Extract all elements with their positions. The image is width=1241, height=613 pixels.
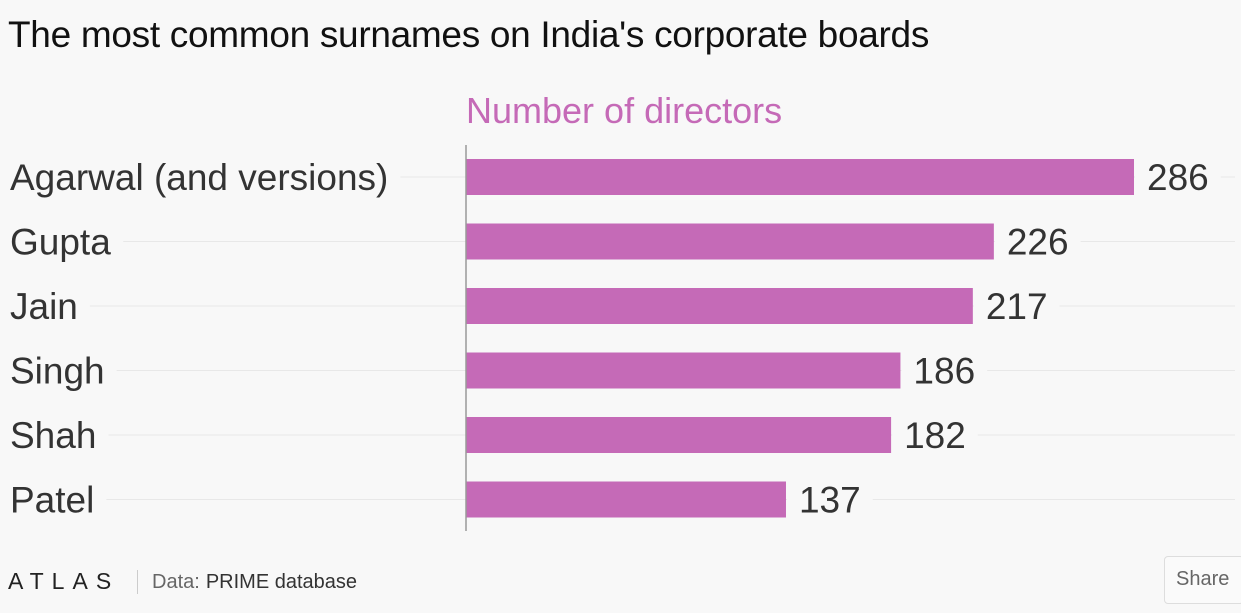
category-label: Jain: [10, 286, 78, 327]
value-label: 226: [1007, 222, 1069, 263]
label-background: [786, 479, 873, 521]
category-label: Patel: [10, 480, 94, 521]
bar: [466, 481, 786, 518]
category-label: Singh: [10, 351, 105, 392]
label-background: [8, 221, 124, 263]
label-background: [973, 286, 1060, 327]
bar: [466, 417, 892, 453]
data-source-value[interactable]: PRIME database: [205, 571, 358, 593]
value-label: 137: [799, 480, 861, 521]
label-background: [8, 350, 117, 392]
label-background: [892, 415, 978, 456]
bar-chart: Number of directors Agarwal (and versions…: [8, 90, 1235, 531]
label-background: [8, 286, 90, 327]
data-source-label: Data:: [152, 571, 200, 593]
label-background: [8, 157, 401, 198]
label-background: [994, 221, 1081, 263]
category-label: Shah: [10, 415, 96, 456]
chart-title: The most common surnames on India's corp…: [8, 14, 930, 55]
value-label: 186: [913, 351, 975, 392]
label-background: [1135, 157, 1221, 198]
bar: [466, 223, 994, 260]
bar: [466, 159, 1134, 195]
bar: [466, 352, 901, 389]
bar: [466, 288, 973, 324]
value-label: 286: [1147, 157, 1209, 198]
value-label: 182: [904, 415, 966, 456]
label-background: [8, 415, 109, 456]
category-label: Gupta: [10, 222, 111, 263]
series-label: Number of directors: [466, 90, 782, 131]
footer-divider: [137, 570, 138, 594]
share-button[interactable]: Share: [1164, 556, 1241, 604]
label-background: [8, 479, 107, 521]
category-label: Agarwal (and versions): [10, 157, 388, 198]
data-source: Data: PRIME database: [152, 571, 357, 594]
value-label: 217: [986, 286, 1048, 327]
label-background: [901, 350, 988, 392]
atlas-logo[interactable]: ATLAS: [8, 568, 120, 594]
